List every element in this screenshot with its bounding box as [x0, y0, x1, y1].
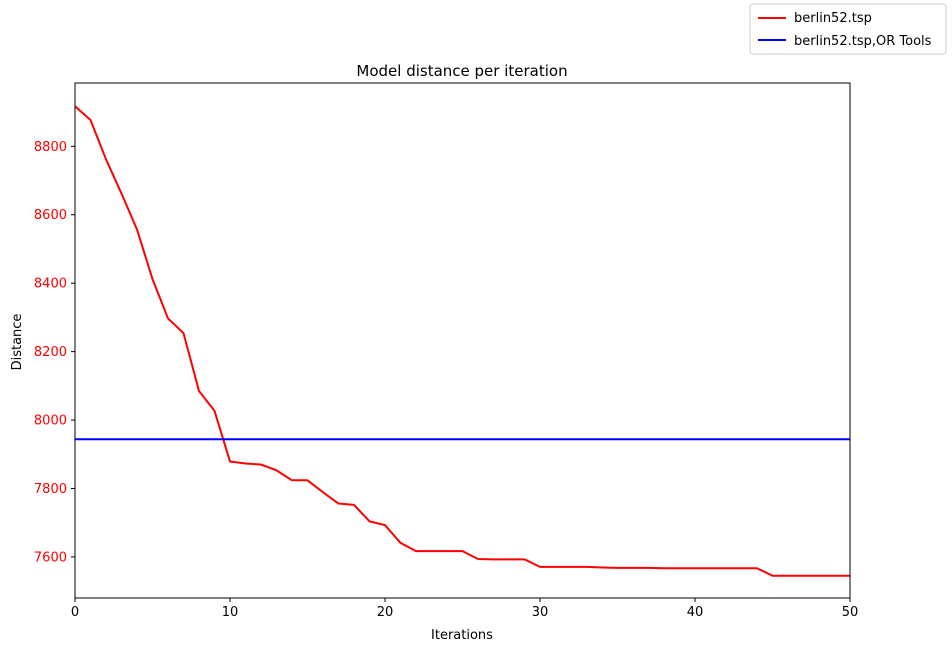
x-tick-label: 20 [377, 605, 394, 620]
chart-title: Model distance per iteration [356, 62, 567, 80]
y-tick-label: 8200 [34, 345, 67, 360]
x-tick-label: 0 [71, 605, 79, 620]
x-axis: 0 10 20 30 40 50 [71, 598, 858, 620]
legend-box [749, 3, 947, 55]
y-tick-label: 8000 [34, 414, 67, 429]
y-axis-label: Distance [10, 314, 25, 371]
legend-label-berlin52: berlin52.tsp [794, 11, 872, 26]
x-tick-label: 10 [222, 605, 239, 620]
legend: berlin52.tsp berlin52.tsp,OR Tools [749, 3, 947, 55]
y-axis: 7600 7800 8000 8200 8400 8600 8800 [34, 140, 75, 565]
y-tick-label: 8800 [34, 140, 67, 155]
y-tick-label: 7600 [34, 550, 67, 565]
axes-frame [74, 82, 851, 599]
x-tick-label: 30 [532, 605, 549, 620]
x-tick-label: 40 [687, 605, 704, 620]
y-tick-label: 8600 [34, 208, 67, 223]
plot-area [74, 82, 851, 599]
y-tick-label: 8400 [34, 277, 67, 292]
y-tick-label: 7800 [34, 482, 67, 497]
x-tick-label: 50 [842, 605, 859, 620]
legend-label-or-tools: berlin52.tsp,OR Tools [794, 34, 932, 49]
x-axis-label: Iterations [431, 628, 493, 643]
series-line-0 [75, 105, 850, 577]
